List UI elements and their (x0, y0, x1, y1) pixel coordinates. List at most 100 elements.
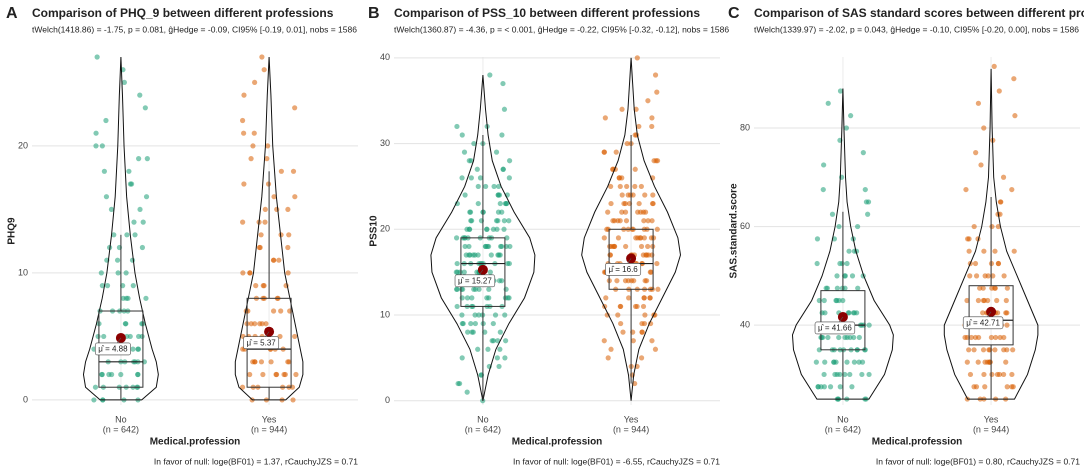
data-point (101, 333, 107, 340)
data-point (495, 209, 502, 215)
data-point (1004, 285, 1010, 291)
data-point (998, 199, 1004, 205)
box (608, 228, 654, 290)
mean-label-box (454, 274, 496, 288)
data-point (123, 321, 129, 327)
data-point (980, 310, 986, 316)
data-point (837, 260, 843, 267)
data-point (962, 334, 968, 341)
data-point (454, 303, 460, 310)
data-point (482, 243, 488, 250)
data-point (475, 252, 481, 258)
data-point (645, 98, 651, 104)
violin (943, 68, 1039, 400)
data-point (501, 218, 507, 224)
data-point (840, 297, 846, 304)
data-point (652, 72, 659, 78)
caption: In favor of null: loge(BF01) = -6.55, rC… (513, 456, 720, 466)
x-tick-label: Yes (984, 414, 999, 424)
data-point (500, 80, 506, 87)
data-point (654, 260, 660, 267)
data-point (129, 257, 136, 263)
data-point (475, 346, 481, 352)
data-point (103, 194, 110, 200)
y-axis-label: PSS10 (369, 215, 380, 247)
data-point (859, 359, 866, 365)
mean-label-group: μ̂ = 41.66 (814, 321, 856, 335)
data-point (865, 211, 871, 217)
data-point (492, 312, 499, 318)
data-point (260, 371, 266, 378)
data-point (622, 209, 629, 215)
data-point (865, 199, 872, 205)
data-point (971, 347, 977, 353)
data-point (975, 100, 981, 106)
data-point (276, 257, 282, 263)
data-point (265, 143, 271, 149)
caption: In favor of null: loge(BF01) = 0.80, rCa… (876, 456, 1080, 466)
data-point (496, 183, 502, 190)
data-point (471, 140, 477, 147)
data-point (135, 346, 142, 352)
x-tick-label: No (115, 414, 127, 424)
data-point (843, 125, 849, 131)
data-point (1003, 359, 1009, 365)
data-point (247, 371, 253, 378)
data-point (488, 252, 494, 258)
data-point (851, 359, 858, 365)
chart-subtitle: tWelch(1360.87) = -4.36, p = < 0.001, ĝH… (394, 24, 729, 34)
data-point (820, 186, 826, 193)
data-point (239, 117, 246, 124)
data-point (258, 359, 265, 365)
data-point (469, 295, 475, 301)
x-tick-label: No (477, 414, 489, 424)
mean-label-box (814, 321, 856, 335)
data-point (1004, 310, 1010, 316)
data-point (814, 236, 821, 242)
data-point (95, 333, 101, 340)
data-point (273, 371, 279, 378)
data-point (278, 232, 284, 238)
data-point (604, 226, 610, 232)
data-point (454, 200, 460, 207)
violin (430, 74, 536, 401)
data-point (860, 150, 866, 156)
x-tick-note: (n = 642) (825, 424, 861, 434)
data-point (856, 334, 862, 341)
y-tick-label: 60 (740, 221, 750, 231)
data-point (262, 219, 268, 225)
data-point (114, 257, 121, 263)
data-point (988, 334, 995, 341)
data-point (250, 143, 256, 149)
data-point (610, 243, 616, 250)
data-point (248, 156, 254, 162)
data-point (456, 380, 463, 387)
mean-label-box (605, 263, 642, 276)
y-tick-label: 40 (740, 320, 750, 330)
data-point (866, 371, 872, 378)
data-point (137, 92, 143, 98)
data-point (649, 252, 655, 258)
data-point (130, 283, 136, 289)
data-point (834, 285, 840, 291)
data-point (963, 186, 969, 193)
y-tick-label: 10 (18, 267, 28, 277)
data-point (459, 295, 465, 301)
data-point (859, 371, 865, 378)
data-point (821, 297, 827, 304)
data-point (466, 158, 472, 164)
data-point (253, 283, 259, 289)
data-point (608, 183, 614, 190)
data-point (608, 346, 614, 352)
data-point (285, 270, 291, 276)
violin (234, 56, 304, 401)
data-point (265, 181, 272, 187)
data-point (506, 175, 512, 181)
data-point (964, 297, 970, 304)
data-point (992, 285, 998, 291)
data-point (991, 63, 997, 69)
data-point (601, 235, 607, 241)
data-point (132, 232, 138, 238)
data-point (462, 243, 468, 250)
data-point (1001, 347, 1007, 353)
